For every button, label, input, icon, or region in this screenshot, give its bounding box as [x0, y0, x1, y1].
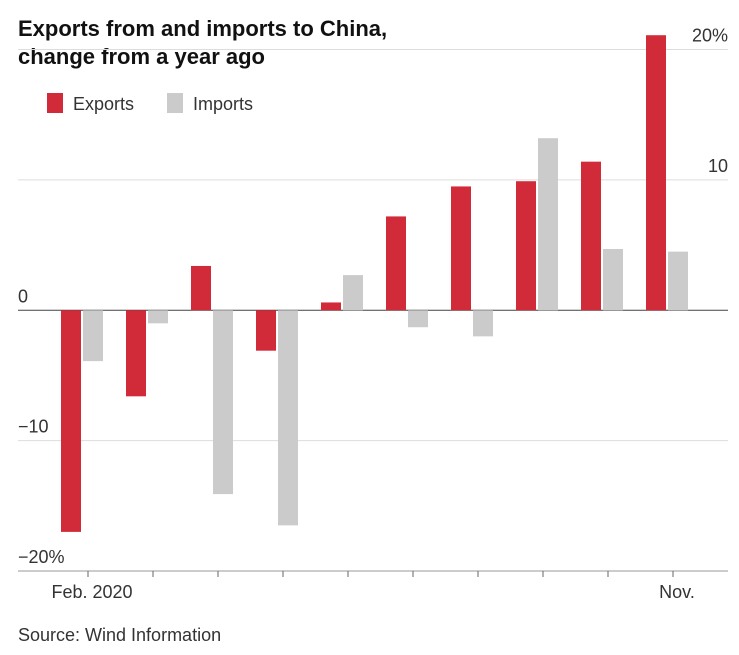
bar	[321, 302, 341, 311]
y-tick-label: −10	[18, 417, 49, 437]
y-tick-label: 10	[708, 156, 728, 176]
legend-label: Imports	[193, 94, 253, 114]
legend-label: Exports	[73, 94, 134, 114]
bar	[126, 310, 146, 397]
chart-title: change from a year ago	[18, 44, 265, 69]
bar	[603, 249, 623, 311]
y-tick-label: 0	[18, 286, 28, 306]
bar	[516, 181, 536, 311]
bar	[343, 275, 363, 311]
bar	[213, 310, 233, 495]
bar	[83, 310, 103, 362]
bar	[473, 310, 493, 337]
bar	[148, 310, 168, 324]
bar	[538, 138, 558, 311]
legend-swatch	[167, 93, 183, 113]
bar	[386, 216, 406, 311]
x-tick-label: Feb. 2020	[51, 582, 132, 602]
bar	[646, 35, 666, 311]
bar	[191, 265, 211, 311]
bar	[408, 310, 428, 328]
bar	[256, 310, 276, 351]
bar	[278, 310, 298, 526]
bar	[581, 161, 601, 311]
x-tick-label: Nov.	[659, 582, 695, 602]
chart-title: Exports from and imports to China,	[18, 16, 387, 41]
y-tick-label: −20%	[18, 547, 65, 567]
bar	[451, 186, 471, 311]
source: Source: Wind Information	[18, 625, 221, 645]
legend-swatch	[47, 93, 63, 113]
bar	[61, 310, 81, 532]
y-tick-label: 20%	[692, 26, 728, 46]
bar	[668, 251, 688, 311]
